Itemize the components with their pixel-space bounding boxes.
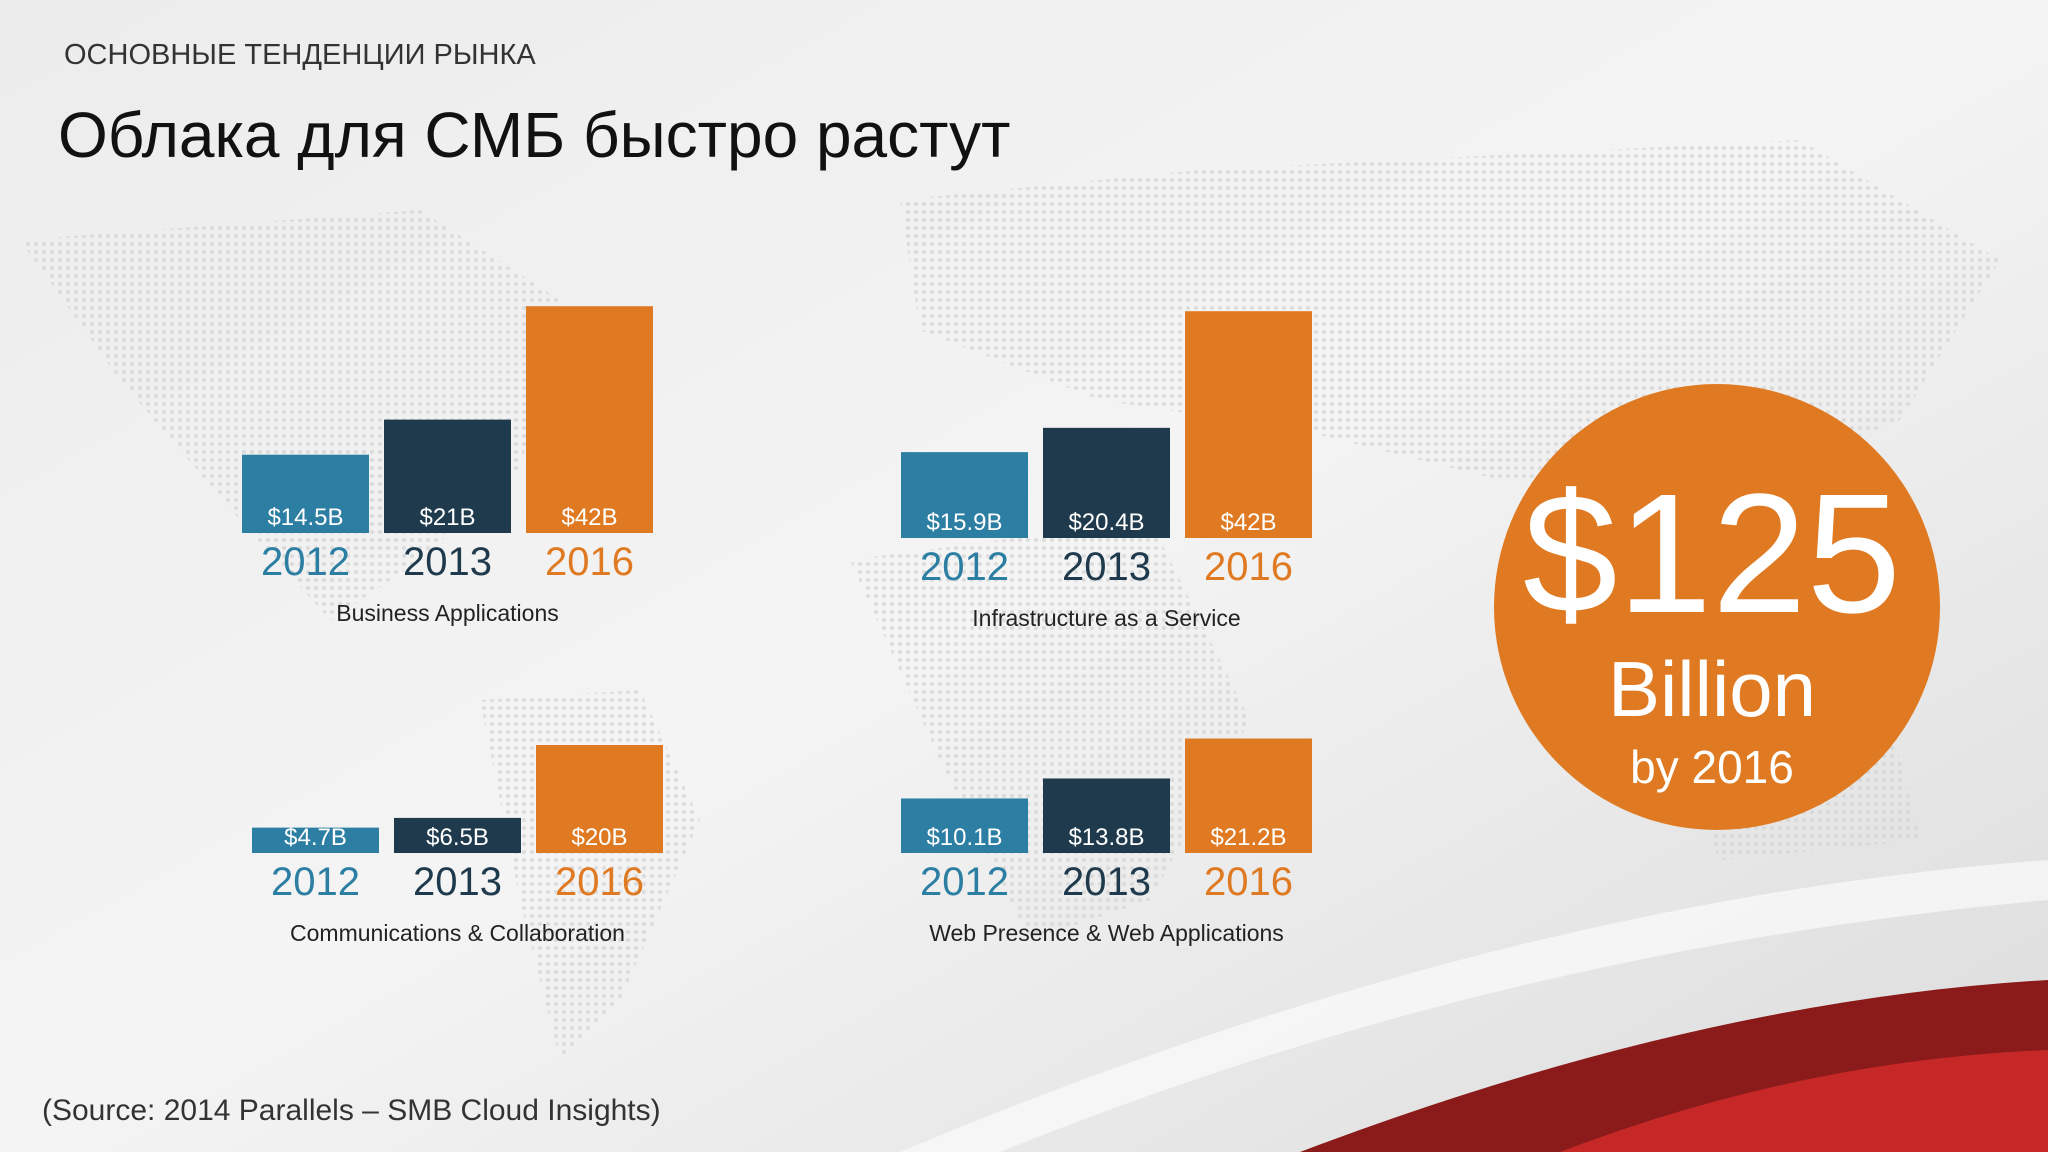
value-label: $10.1B: [926, 824, 1002, 851]
bar: [252, 827, 379, 853]
value-label: $42B: [561, 504, 617, 531]
value-label: $15.9B: [926, 509, 1002, 536]
chart-title: Business Applications: [336, 600, 558, 626]
value-label: $14.5B: [267, 504, 343, 531]
bar: [526, 306, 653, 533]
value-label: $20.4B: [1068, 509, 1144, 536]
source: (Source: 2014 Parallels – SMB Cloud Insi…: [42, 1094, 661, 1127]
value-label: $21.2B: [1210, 824, 1286, 851]
chart-title: Infrastructure as a Service: [972, 605, 1240, 631]
value-label: $13.8B: [1068, 824, 1144, 851]
swoosh: [1560, 1050, 2048, 1152]
category-label: 2013: [1062, 860, 1151, 904]
callout-amount: $125: [1523, 459, 1901, 649]
value-label: $6.5B: [426, 824, 489, 851]
bar: [1185, 311, 1312, 538]
bar: [1185, 738, 1312, 853]
bar: [394, 817, 521, 853]
bar: [242, 454, 369, 533]
chart-title: Communications & Collaboration: [290, 920, 625, 946]
category-label: 2016: [1204, 860, 1293, 904]
value-label: $4.7B: [284, 824, 347, 851]
callout-note: by 2016: [1630, 741, 1794, 793]
bar: [901, 798, 1028, 853]
callout-circle: [1494, 384, 1940, 830]
value-label: $21B: [419, 504, 475, 531]
category-label: 2012: [920, 545, 1009, 589]
category-label: 2013: [413, 860, 502, 904]
category-label: 2012: [261, 540, 350, 584]
category-label: 2016: [555, 860, 644, 904]
swoosh-highlight: [900, 860, 2048, 1152]
category-label: 2013: [1062, 545, 1151, 589]
bar: [536, 745, 663, 853]
category-label: 2012: [920, 860, 1009, 904]
value-label: $42B: [1220, 509, 1276, 536]
category-label: 2013: [403, 540, 492, 584]
slide-title: Облака для СМБ быстро растут: [58, 99, 1010, 171]
header: ОСНОВНЫЕ ТЕНДЕНЦИИ РЫНКА: [64, 39, 536, 71]
bar: [1043, 427, 1170, 538]
callout-unit: Billion: [1608, 645, 1816, 733]
value-label: $20B: [571, 824, 627, 851]
bar: [901, 452, 1028, 538]
category-label: 2012: [271, 860, 360, 904]
bar: [1043, 778, 1170, 853]
category-label: 2016: [1204, 545, 1293, 589]
bar: [384, 419, 511, 533]
chart-title: Web Presence & Web Applications: [929, 920, 1284, 946]
category-label: 2016: [545, 540, 634, 584]
